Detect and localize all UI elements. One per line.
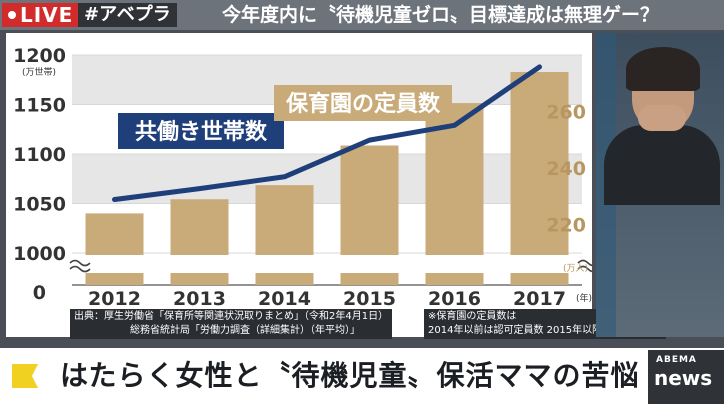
right-axis-unit: (万人) [563,263,588,274]
bar-series-label: 保育園の定員数 [285,91,441,117]
line-series-label-box [118,113,284,149]
headline-text: 今年度内に〝待機児童ゼロ〟目標達成は無理ゲー？ [222,4,660,26]
line-series-label: 共働き世帯数 [135,119,268,145]
live-dot-icon [8,11,16,19]
logo-small-text: ABEMA [656,355,697,365]
left-axis-break-icon [69,259,91,273]
chart-panel: 1200 1150 1100 1050 1000 (万世帯) 0 260 240 220 (万人) 2… [6,33,592,337]
caption-bar: はたらく女性と〝待機児童〟保活ママの苦悩 [0,348,724,404]
source-line-2: 総務省統計局「労働力調査（詳細集計）（年平均）」 [130,325,360,336]
logo-big-text: news [654,366,713,390]
x-label-2015: 2015 [343,288,396,310]
hashtag-badge: #アベプラ [78,3,177,27]
flag-icon [12,364,38,388]
left-tick-1100: 1100 [13,144,66,166]
source-block: 出典：厚生労働省「保育所等関連状況取りまとめ」（令和2年4月1日） 総務省統計局… [70,309,393,339]
x-label-2012: 2012 [88,288,141,310]
bar-2016 [425,103,484,277]
left-axis-unit: (万世帯) [22,66,56,78]
note-line-1: ※保育園の定員数は [428,311,517,322]
left-tick-1000: 1000 [13,243,66,265]
abema-news-logo: ABEMA news [648,350,724,404]
right-tick-240: 240 [546,158,586,180]
x-label-2013: 2013 [173,288,226,310]
x-label-2014: 2014 [258,288,311,310]
right-axis-break-icon [577,259,592,273]
commentator-hair [626,47,700,91]
bar-base-2012 [85,273,144,285]
x-axis-unit: (年) [576,292,592,304]
right-tick-220: 220 [546,215,586,237]
commentator-hand [638,105,686,131]
left-tick-zero: 0 [33,282,46,304]
source-line-1: 出典：厚生労働省「保育所等関連状況取りまとめ」（令和2年4月1日） [74,311,389,322]
bar-2017 [510,71,569,277]
bar-series-label-box [274,85,452,121]
commentator-body [604,125,720,205]
left-tick-1150: 1150 [13,95,66,117]
commentator-camera [596,33,724,337]
right-tick-260: 260 [546,102,586,124]
x-label-2016: 2016 [428,288,481,310]
live-label: LIVE [20,3,74,27]
x-label-2017: 2017 [513,288,566,310]
bar-base-2016 [425,273,484,285]
caption-text: はたらく女性と〝待機児童〟保活ママの苦悩 [60,359,640,392]
top-bar: LIVE #アベプラ 今年度内に〝待機児童ゼロ〟目標達成は無理ゲー？ [0,0,724,30]
note-line-2: 2014年以前は認可定員数 2015年以降は利用定員数 [428,325,663,336]
bar-base-2017 [510,273,569,285]
line-共働き世帯数 [112,64,542,203]
bar-base-2013 [170,273,229,285]
left-tick-1200: 1200 [13,45,66,67]
left-tick-1050: 1050 [13,194,66,216]
live-badge: LIVE [2,3,80,27]
bar-base-2014 [255,273,314,285]
bar-base-2015 [340,273,399,285]
combo-chart: 1200 1150 1100 1050 1000 (万世帯) 0 260 240 220 (万人) 2… [6,45,592,310]
